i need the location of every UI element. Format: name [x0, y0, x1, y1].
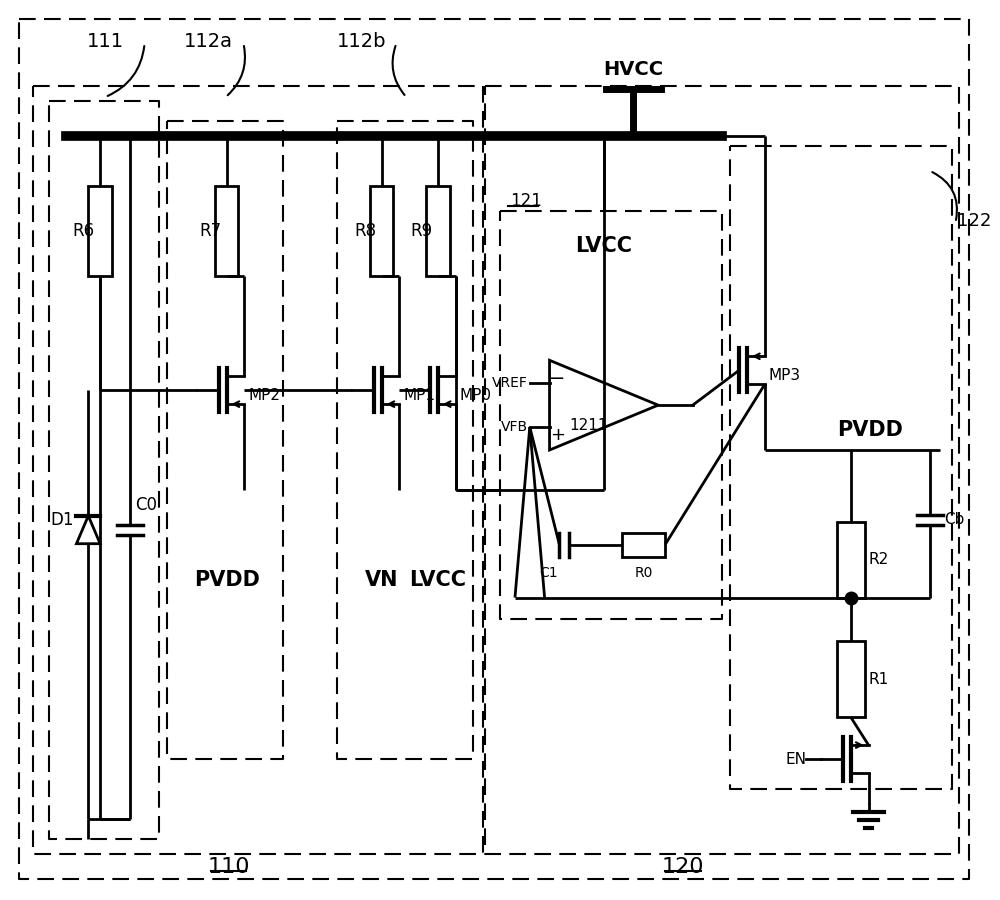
Text: MP3: MP3	[769, 368, 801, 382]
Text: C1: C1	[539, 565, 558, 580]
Bar	[88, 185, 112, 275]
Text: R8: R8	[354, 221, 376, 239]
Text: 110: 110	[207, 857, 250, 877]
Text: PVDD: PVDD	[838, 420, 903, 440]
Text: MP1: MP1	[403, 388, 435, 402]
Bar	[215, 185, 238, 275]
Text: 121: 121	[510, 192, 542, 210]
Text: MP2: MP2	[248, 388, 280, 402]
Bar	[622, 533, 665, 557]
Text: +: +	[550, 426, 565, 444]
Text: 112a: 112a	[184, 32, 233, 50]
Text: 122: 122	[957, 212, 992, 230]
Text: 112b: 112b	[337, 32, 387, 50]
Text: LVCC: LVCC	[409, 570, 466, 590]
FancyArrowPatch shape	[228, 46, 245, 95]
Text: R9: R9	[410, 221, 432, 239]
Bar	[837, 522, 865, 598]
Text: PVDD: PVDD	[194, 570, 260, 590]
FancyArrowPatch shape	[393, 46, 405, 95]
Text: VFB: VFB	[501, 420, 528, 434]
Bar	[370, 185, 393, 275]
Text: VREF: VREF	[492, 376, 528, 391]
Bar	[426, 185, 450, 275]
Text: MP0: MP0	[460, 388, 492, 402]
FancyArrowPatch shape	[108, 46, 144, 96]
Text: VN: VN	[365, 570, 398, 590]
Text: D1: D1	[51, 511, 74, 529]
Bar	[837, 642, 865, 717]
Text: Cb: Cb	[945, 512, 965, 527]
FancyArrowPatch shape	[932, 172, 957, 220]
Text: −: −	[549, 369, 566, 388]
Text: R1: R1	[869, 671, 889, 687]
Text: R0: R0	[634, 565, 653, 580]
Text: C0: C0	[135, 496, 157, 514]
Text: 111: 111	[87, 32, 124, 50]
Text: HVCC: HVCC	[603, 59, 664, 78]
Text: LVCC: LVCC	[575, 236, 632, 256]
Text: 120: 120	[662, 857, 704, 877]
Text: R7: R7	[199, 221, 221, 239]
Text: R6: R6	[72, 221, 95, 239]
Text: EN: EN	[785, 752, 806, 767]
Text: 1211: 1211	[570, 418, 608, 433]
Text: R2: R2	[869, 553, 889, 567]
